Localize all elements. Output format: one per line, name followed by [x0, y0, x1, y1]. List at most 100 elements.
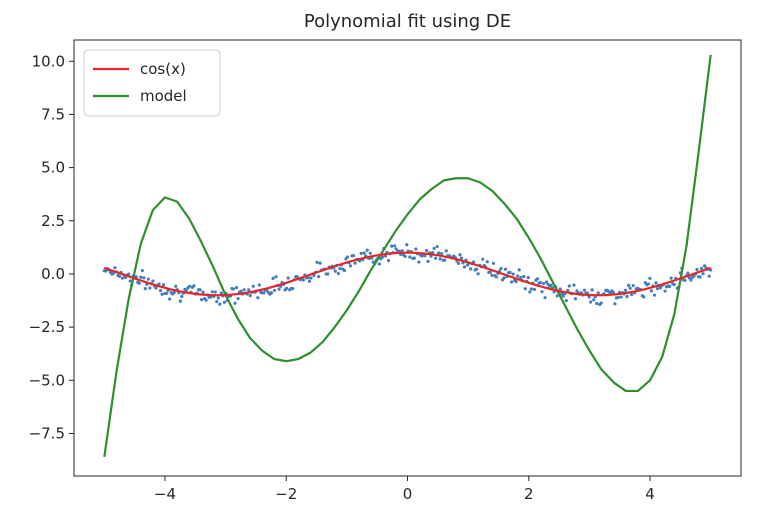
data-point — [707, 274, 711, 278]
data-point — [412, 256, 416, 260]
x-tick-label: 0 — [403, 485, 413, 503]
data-point — [695, 267, 699, 272]
data-point — [269, 291, 274, 295]
data-point — [274, 275, 278, 279]
data-point — [628, 286, 632, 290]
data-point — [481, 257, 485, 261]
data-point — [139, 275, 143, 279]
data-point — [117, 274, 122, 278]
data-point — [658, 286, 663, 290]
data-point — [663, 289, 667, 293]
data-point — [456, 261, 461, 265]
data-point — [488, 270, 492, 274]
data-point — [113, 266, 117, 270]
data-point — [247, 288, 251, 292]
data-point — [389, 244, 394, 248]
data-point — [204, 298, 208, 302]
data-point — [233, 301, 237, 305]
data-point — [222, 300, 226, 304]
y-tick-label: −5.0 — [29, 371, 65, 389]
data-point — [596, 291, 600, 295]
data-point — [590, 288, 594, 292]
data-point — [277, 287, 281, 291]
data-point — [508, 270, 512, 275]
data-point — [458, 253, 462, 257]
data-point — [642, 295, 646, 299]
data-point — [491, 261, 495, 265]
data-point — [625, 294, 629, 299]
data-point — [120, 276, 125, 280]
data-point — [256, 296, 260, 300]
data-point — [333, 269, 337, 273]
data-point — [443, 258, 447, 262]
data-point — [215, 300, 219, 304]
data-point — [336, 271, 340, 276]
data-point — [587, 295, 591, 299]
data-point — [257, 283, 261, 287]
data-point — [595, 301, 599, 306]
x-tick-label: −2 — [275, 485, 297, 503]
data-point — [365, 248, 369, 252]
data-point — [338, 266, 342, 271]
data-point — [242, 288, 246, 292]
data-point — [514, 280, 518, 284]
data-point — [566, 288, 570, 293]
data-point — [359, 251, 363, 255]
data-point — [426, 259, 430, 263]
series-lines — [103, 54, 712, 458]
data-point — [592, 298, 596, 302]
data-point — [218, 302, 222, 306]
data-point — [490, 273, 494, 277]
data-point — [494, 275, 499, 279]
data-point — [236, 296, 240, 301]
data-point — [213, 290, 217, 294]
data-point — [503, 267, 508, 271]
y-tick-label: 7.5 — [41, 105, 65, 123]
data-point — [160, 292, 164, 296]
data-point — [165, 291, 169, 295]
data-point — [219, 291, 223, 295]
data-point — [648, 276, 652, 280]
data-point — [137, 281, 141, 285]
data-point — [362, 251, 366, 255]
data-point — [616, 295, 620, 300]
x-tick-label: −4 — [154, 485, 176, 503]
data-point — [394, 247, 398, 251]
data-point — [613, 302, 617, 306]
data-point — [286, 276, 290, 280]
data-point — [380, 255, 385, 259]
data-point — [172, 290, 176, 295]
data-point — [623, 288, 628, 292]
data-point — [403, 254, 407, 259]
data-point — [353, 261, 357, 265]
data-point — [672, 282, 676, 287]
data-point — [485, 260, 489, 264]
legend: cos(x) model — [83, 49, 221, 117]
data-point — [511, 272, 515, 276]
data-point — [572, 283, 576, 287]
data-point — [239, 289, 243, 293]
data-point — [417, 260, 421, 264]
data-point — [180, 294, 184, 299]
data-point — [558, 287, 562, 291]
data-point — [543, 296, 547, 300]
data-point — [348, 264, 353, 268]
series-line-cos-x — [103, 251, 712, 297]
data-point — [345, 255, 350, 259]
data-point — [368, 251, 372, 255]
data-point — [251, 284, 255, 288]
data-point — [148, 286, 152, 290]
data-point — [540, 290, 544, 294]
data-point — [516, 274, 520, 278]
data-point — [689, 278, 693, 282]
data-point — [532, 287, 536, 291]
data-point — [201, 290, 205, 294]
data-point — [549, 283, 553, 287]
data-point — [589, 300, 593, 304]
data-point — [216, 296, 220, 300]
data-point — [423, 254, 427, 258]
data-point — [526, 275, 530, 280]
data-point — [522, 275, 526, 279]
data-point — [111, 271, 116, 275]
